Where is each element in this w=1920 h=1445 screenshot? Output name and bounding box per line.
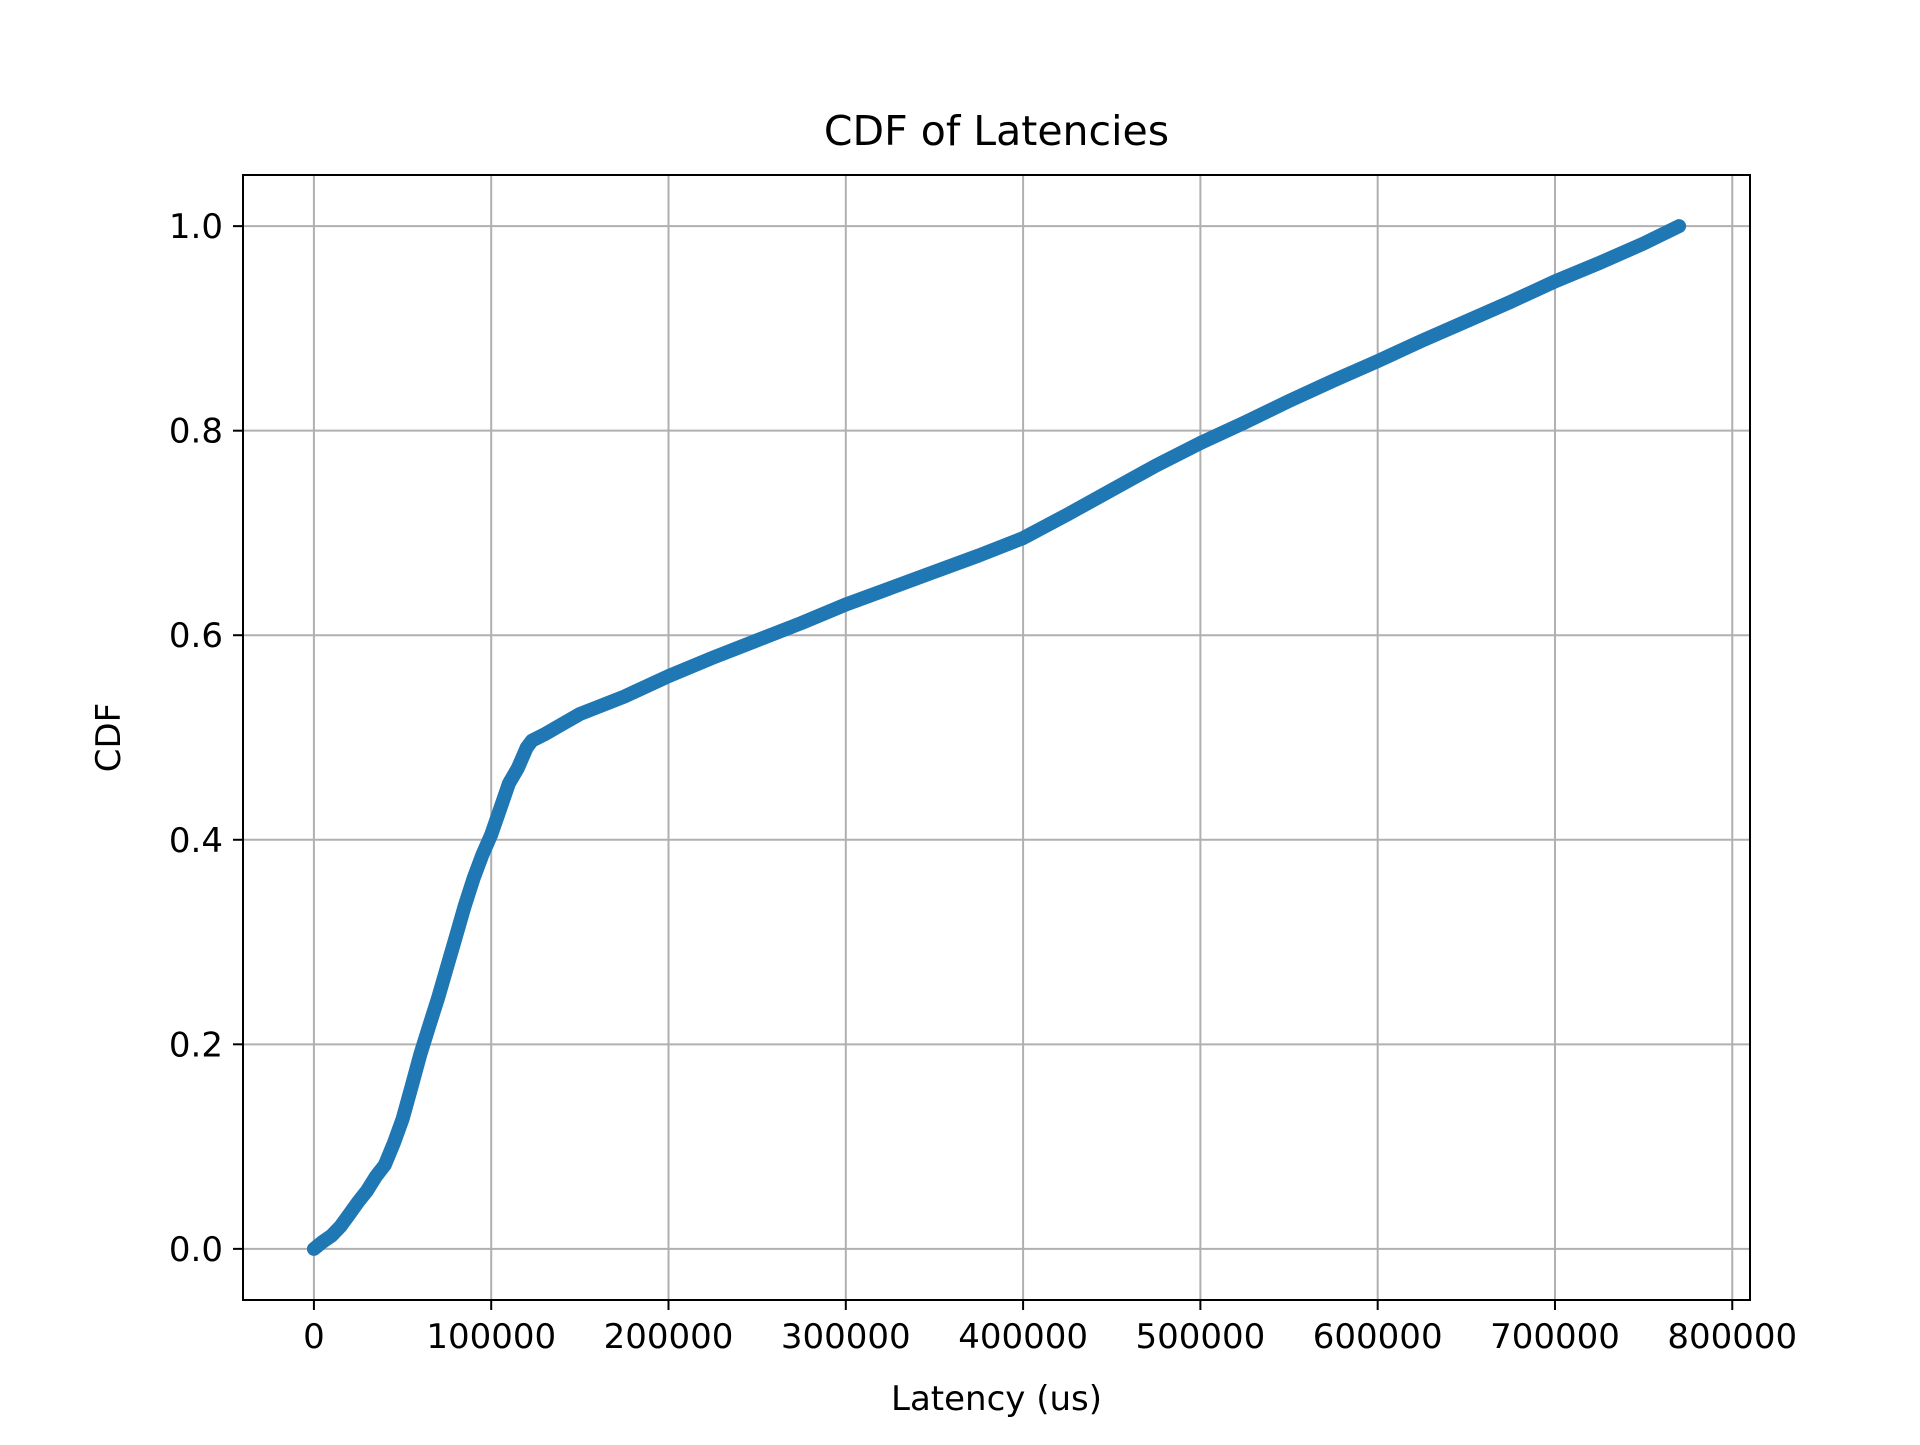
y-tick-label: 0.4	[169, 821, 223, 861]
x-tick-label: 200000	[604, 1317, 734, 1357]
y-tick-label: 0.8	[169, 412, 223, 452]
series-layer	[306, 219, 1687, 1256]
y-tick-label: 1.0	[169, 207, 223, 247]
x-tick-label: 0	[303, 1317, 325, 1357]
chart-title: CDF of Latencies	[824, 107, 1169, 155]
x-axis-label: Latency (us)	[891, 1379, 1102, 1419]
x-tick-label: 400000	[958, 1317, 1088, 1357]
x-tick-label: 100000	[426, 1317, 556, 1357]
cdf-series-line	[306, 219, 1687, 1256]
plot-frame	[242, 174, 1751, 1301]
x-tick-label: 800000	[1667, 1317, 1797, 1357]
y-tick-label: 0.6	[169, 616, 223, 656]
x-tick-label: 700000	[1490, 1317, 1620, 1357]
x-tick-label: 300000	[781, 1317, 911, 1357]
tick-layer: 0 100000 200000 300000 400000 500000 600000 700…	[169, 207, 1797, 1357]
y-axis-label: CDF	[89, 703, 129, 772]
x-tick-label: 500000	[1135, 1317, 1265, 1357]
y-tick-label: 0.0	[169, 1230, 223, 1270]
y-tick-label: 0.2	[169, 1025, 223, 1065]
x-tick-label: 600000	[1313, 1317, 1443, 1357]
